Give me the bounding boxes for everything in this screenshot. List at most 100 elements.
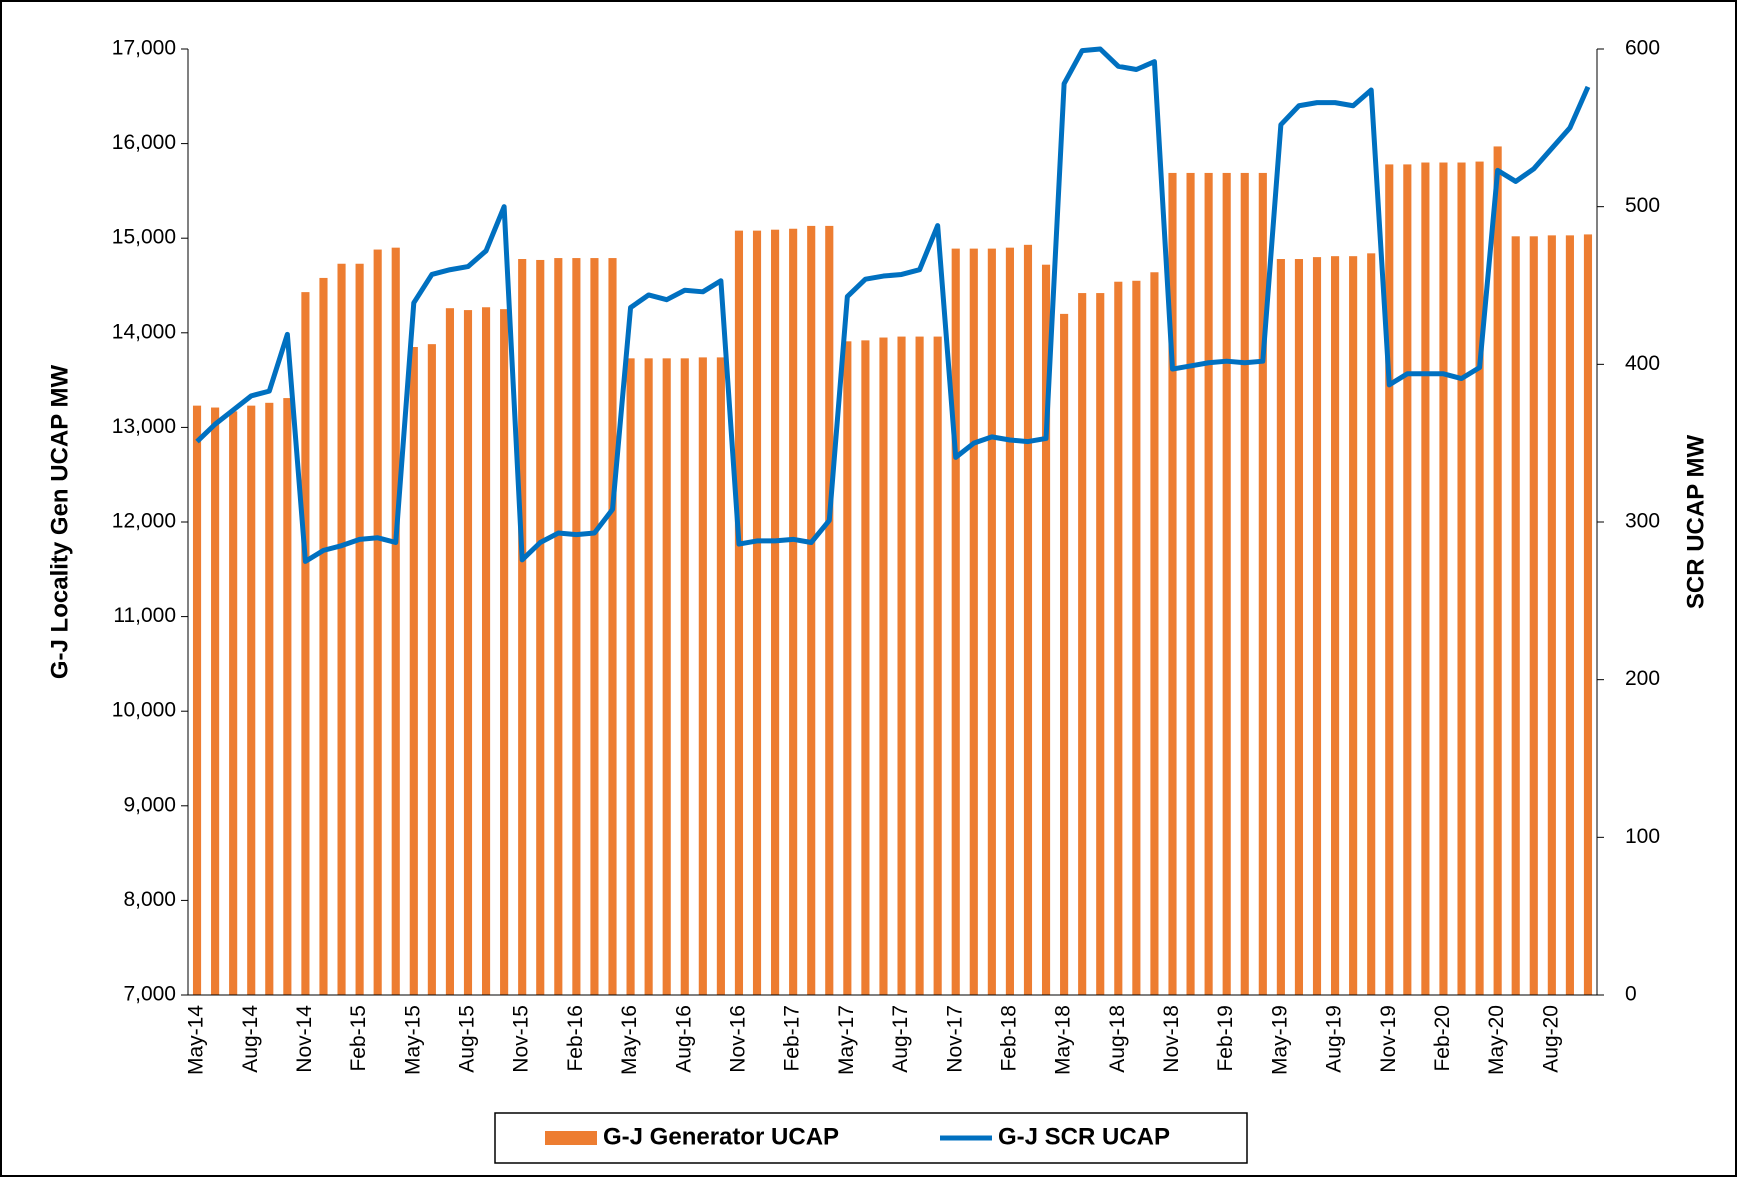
bar (1078, 293, 1087, 995)
bar (229, 411, 238, 995)
bar (915, 336, 924, 996)
bar (771, 229, 780, 995)
bar (644, 358, 653, 995)
bar (987, 248, 996, 995)
bar (572, 258, 581, 995)
bar (500, 309, 509, 995)
x-tick-label: May-16 (618, 1005, 641, 1075)
x-tick-label: Aug-17 (889, 1005, 912, 1073)
legend-label: G-J SCR UCAP (998, 1123, 1170, 1150)
x-tick-label: May-15 (401, 1005, 424, 1075)
bar (1493, 146, 1502, 996)
bar (1331, 256, 1340, 995)
bar (897, 336, 906, 996)
y-tick-label: 14,000 (112, 320, 176, 343)
bar (1041, 264, 1051, 995)
y-tick-label: 11,000 (113, 604, 176, 627)
bar (1421, 162, 1430, 995)
bar (734, 230, 744, 995)
bar (1457, 162, 1466, 995)
y2-axis-title: SCR UCAP MW (1682, 435, 1709, 610)
x-tick-label: Aug-15 (456, 1005, 479, 1073)
bar (1114, 281, 1123, 995)
y-tick-label: 8,000 (123, 888, 176, 911)
bar (301, 292, 310, 995)
bar (1349, 256, 1358, 995)
y2-tick-label: 500 (1625, 194, 1660, 217)
bar (789, 228, 798, 996)
bar (536, 259, 545, 995)
y-tick-label: 17,000 (112, 37, 176, 60)
x-tick-label: May-19 (1268, 1005, 1291, 1075)
bar (1150, 272, 1159, 996)
bar (662, 358, 671, 995)
bar (1385, 164, 1394, 996)
bar (1547, 235, 1556, 995)
x-tick-label: May-14 (185, 1005, 208, 1075)
bar (445, 308, 454, 996)
bar (391, 247, 400, 995)
bar (1258, 172, 1267, 995)
bar (951, 248, 960, 995)
x-tick-label: May-20 (1485, 1005, 1508, 1075)
bar (319, 277, 328, 995)
bar (1475, 161, 1484, 996)
x-tick-label: Nov-18 (1160, 1005, 1183, 1073)
bar (1005, 247, 1014, 995)
bar (355, 263, 364, 995)
bar (1294, 259, 1304, 996)
bar (626, 358, 635, 995)
bar (1312, 257, 1322, 995)
bar (716, 357, 725, 995)
y-tick-label: 16,000 (112, 131, 176, 154)
bar (1583, 234, 1593, 995)
x-tick-label: May-18 (1052, 1005, 1075, 1075)
y2-tick-label: 300 (1625, 510, 1660, 533)
bar (1168, 172, 1177, 995)
legend-swatch (545, 1131, 597, 1145)
bar (969, 248, 978, 995)
x-tick-label: Feb-18 (997, 1005, 1020, 1072)
legend-label: G-J Generator UCAP (603, 1123, 839, 1150)
y2-tick-label: 0 (1625, 983, 1637, 1006)
bar (1439, 162, 1448, 995)
bar (698, 357, 707, 995)
x-tick-label: Nov-19 (1377, 1005, 1400, 1073)
y2-tick-label: 100 (1625, 825, 1660, 848)
line (195, 46, 1591, 564)
x-tick-label: May-17 (835, 1005, 858, 1075)
bar (1367, 253, 1376, 995)
x-tick-label: Nov-16 (727, 1005, 750, 1073)
bar (192, 405, 202, 996)
bar (481, 307, 491, 995)
x-tick-label: Feb-20 (1431, 1005, 1454, 1072)
x-tick-label: Feb-17 (781, 1005, 804, 1072)
y2-tick-label: 600 (1625, 37, 1660, 60)
y2-tick-label: 200 (1625, 667, 1660, 690)
x-tick-label: Aug-14 (239, 1005, 262, 1073)
bar (590, 258, 599, 995)
x-tick-label: Nov-15 (510, 1005, 533, 1073)
bar (265, 402, 274, 996)
y-tick-label: 9,000 (123, 793, 176, 816)
bar (283, 398, 292, 996)
y2-tick-label: 400 (1625, 352, 1660, 375)
bar (608, 258, 617, 995)
bar (825, 225, 834, 996)
bar (409, 346, 418, 995)
y-tick-label: 10,000 (112, 699, 176, 722)
bar (680, 358, 689, 995)
bar (518, 259, 527, 996)
y-tick-label: 13,000 (112, 415, 176, 438)
bar (1565, 235, 1574, 995)
y-tick-label: 7,000 (123, 983, 176, 1006)
x-tick-label: Feb-15 (347, 1005, 370, 1072)
bar (1204, 172, 1213, 995)
bar (373, 249, 382, 995)
x-tick-label: Feb-19 (1214, 1005, 1237, 1072)
legend-box (494, 1112, 1248, 1164)
bar (1240, 172, 1249, 995)
x-tick-label: Nov-14 (293, 1005, 316, 1073)
bar (752, 230, 762, 995)
